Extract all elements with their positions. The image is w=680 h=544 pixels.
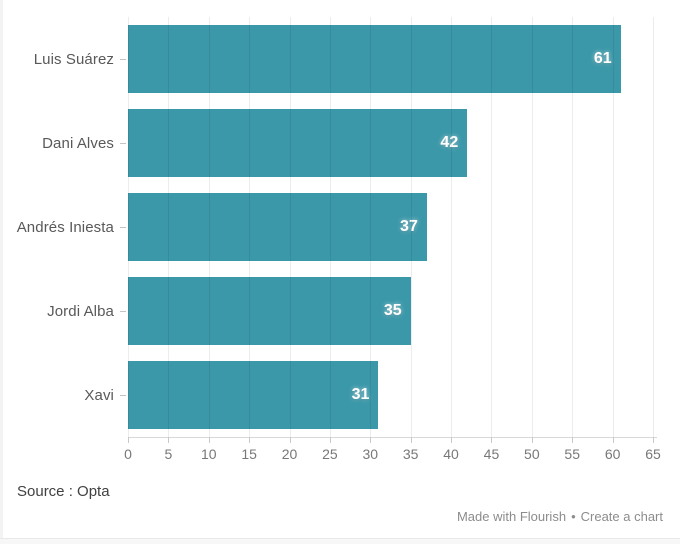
embed-bottom-border [0,538,680,544]
gridline [249,17,251,437]
category-axis: Luis Suárez Dani Alves Andrés Iniesta Jordi… [0,17,127,437]
gridline [289,17,291,437]
bar-jordi-alba: 35 [128,277,411,345]
x-tick-label: 0 [124,446,132,462]
x-tick-mark [208,437,210,443]
x-tick-label: 15 [241,446,257,462]
x-tick-label: 45 [483,446,500,462]
gridline [370,17,372,437]
x-tick-label: 20 [281,446,298,462]
x-tick-mark [572,437,574,443]
bar-value-label: 37 [400,218,418,235]
gridline [491,17,493,437]
category-tick [120,395,126,396]
x-tick-label: 55 [564,446,581,462]
bar-dani-alves: 42 [128,109,468,177]
gridline [451,17,453,437]
x-tick-mark [451,437,453,443]
bar-value-label: 42 [440,134,459,151]
category-label: Dani Alves [42,134,114,152]
gridline [612,17,614,437]
category-tick [120,59,126,60]
gridline [208,17,210,437]
bar-luis-su-rez: 61 [128,25,621,93]
source-label: Source : Opta [17,483,110,500]
gridline [168,17,170,437]
x-tick-mark [491,437,493,443]
x-tick-label: 60 [604,446,621,462]
x-tick-mark [168,437,170,443]
x-tick-mark [653,437,654,443]
gridline [653,17,654,437]
made-with-flourish-link[interactable]: Made with Flourish [456,509,567,524]
category-tick [120,143,126,144]
category-label: Luis Suárez [33,50,114,68]
x-tick-mark [370,437,372,443]
x-tick-mark [531,437,533,443]
x-axis: 0 5 10 15 20 25 30 35 40 45 50 55 60 65 [124,437,661,469]
bar-xavi: 31 [128,361,379,429]
embed-left-border [0,0,3,538]
gridline [410,17,412,437]
plot-scale: 61 42 37 35 31 [128,17,654,437]
flourish-credit: Made with Flourish • Create a chart [457,509,663,524]
x-tick-label: 65 [645,446,661,462]
category-label: Xavi [84,386,114,404]
gridline [128,17,129,437]
bar-value-label: 35 [383,302,402,319]
x-tick-label: 25 [322,446,338,462]
category-tick [120,227,126,228]
category-tick [120,311,126,312]
x-tick-mark [128,437,129,443]
x-tick-label: 35 [402,446,419,462]
category-label: Jordi Alba [47,302,114,320]
gridline [572,17,574,437]
bar-value-label: 31 [351,386,370,403]
x-tick-mark [329,437,331,443]
bar-andr-s-iniesta: 37 [128,193,427,261]
x-tick-mark [249,437,251,443]
x-tick-label: 10 [200,446,217,462]
x-tick-label: 50 [524,446,540,462]
category-label: Andrés Iniesta [16,218,114,236]
x-tick-mark [612,437,614,443]
x-tick-mark [410,437,412,443]
x-tick-label: 30 [362,446,379,462]
credit-separator: • [571,509,576,524]
x-tick-mark [289,437,291,443]
source-note: Source : Opta [17,483,110,500]
gridline [329,17,331,437]
bar-value-label: 61 [593,50,612,67]
x-tick-label: 5 [164,446,173,462]
gridline [531,17,533,437]
create-a-chart-link[interactable]: Create a chart [580,509,663,524]
x-axis-line [128,437,657,438]
x-tick-label: 40 [443,446,459,462]
plot-area: 61 42 37 35 31 [128,17,660,437]
